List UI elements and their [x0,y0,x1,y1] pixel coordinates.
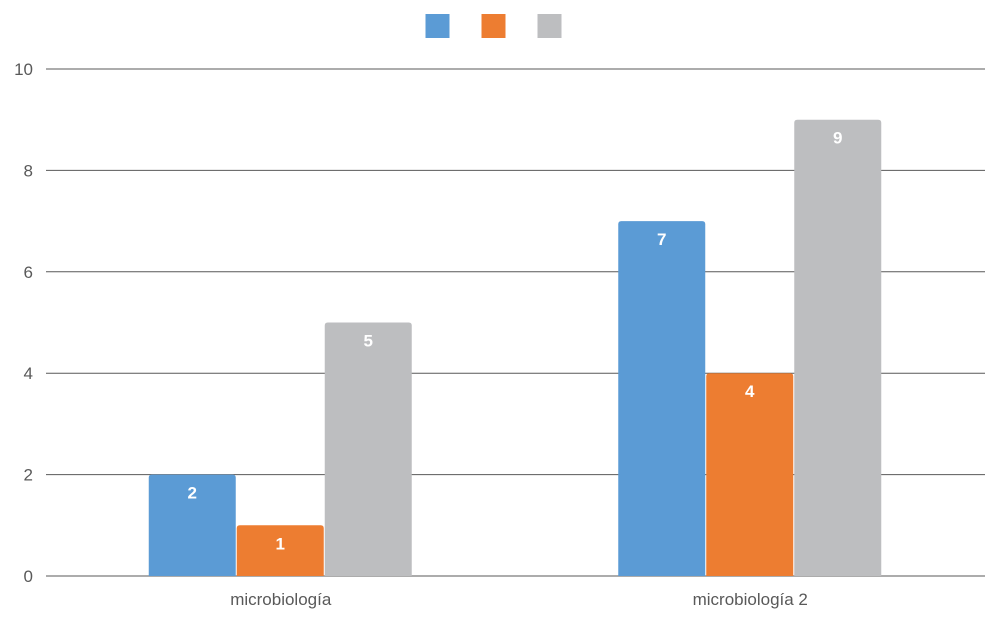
legend-swatch-2 [481,14,506,38]
legend-swatch-3 [537,14,562,38]
bar-series1-2 [618,221,706,576]
data-label: 9 [833,129,842,148]
y-tick-label: 10 [14,60,33,79]
y-tick-label: 2 [24,466,33,485]
y-tick-label: 6 [24,263,33,282]
data-label: 4 [745,382,755,401]
bar-series3-2 [794,119,882,576]
bars [148,119,882,576]
y-tick-label: 4 [24,364,33,383]
bar-series3-1 [324,322,412,576]
data-label: 5 [364,332,373,351]
y-tick-label: 0 [24,567,33,586]
x-tick-label: microbiología 2 [693,590,808,609]
x-tick-label: microbiología [230,590,332,609]
data-labels: 2 1 5 7 4 9 [188,129,843,554]
bar-series2-1 [236,525,324,576]
bar-series2-2 [706,373,794,576]
y-axis: 0 2 4 6 8 10 [14,60,33,586]
legend-swatch-1 [425,14,450,38]
data-label: 1 [276,534,285,553]
data-label: 7 [657,230,666,249]
data-label: 2 [188,484,197,503]
legend [425,14,562,38]
bar-series1-1 [148,474,236,576]
x-axis: microbiología microbiología 2 [230,590,808,609]
y-tick-label: 8 [24,161,33,180]
